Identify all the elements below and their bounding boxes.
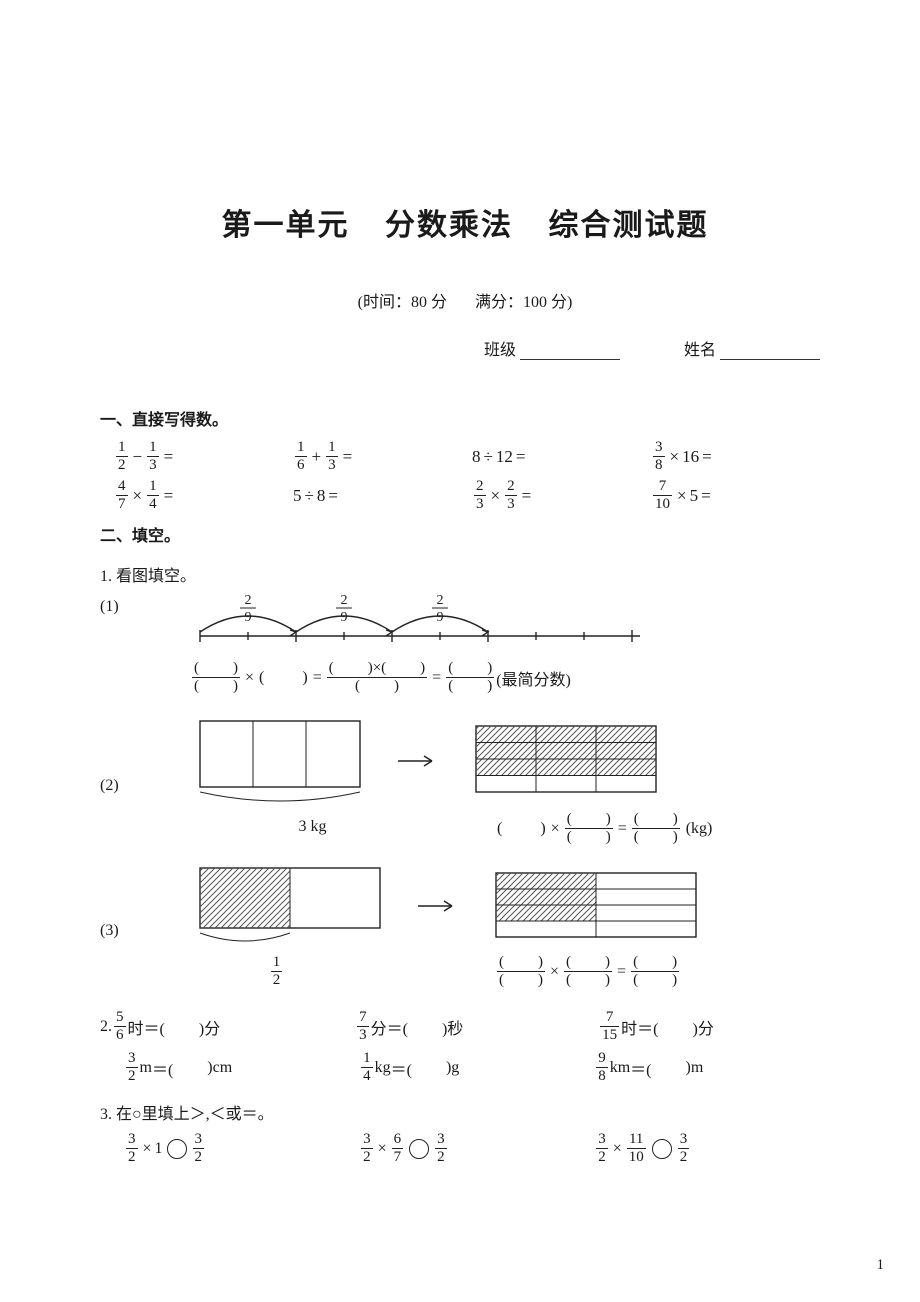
class-label: 班级 xyxy=(484,342,516,359)
compare-circle[interactable] xyxy=(409,1139,429,1159)
calc-1b: 16 + 13 = xyxy=(293,440,472,473)
arrow-icon xyxy=(416,896,460,916)
q2-row1: 2. 56 时＝()分 73 分＝()秒 715 时＝()分 xyxy=(100,1010,830,1043)
svg-text:9: 9 xyxy=(437,610,444,625)
calc-2c: 23 × 23 = xyxy=(472,479,651,512)
arrow-icon xyxy=(396,751,440,771)
title-part-3: 综合测试题 xyxy=(549,209,709,242)
fig2-left xyxy=(190,716,370,806)
number-line-figure: 2 9 2 9 2 9 xyxy=(190,592,650,650)
title-part-2: 分数乘法 xyxy=(385,209,513,242)
class-blank[interactable] xyxy=(520,343,620,360)
compare-circle[interactable] xyxy=(167,1139,187,1159)
calc-1c: 8÷12= xyxy=(472,440,651,473)
q3-title: 3. 在○里填上＞,＜或＝。 xyxy=(100,1100,830,1124)
q2-title: 2. xyxy=(100,1018,112,1036)
fig3-half: 12 xyxy=(190,955,435,988)
q3-c: 32 × 1110 32 xyxy=(594,1132,829,1165)
fig3-left xyxy=(190,863,390,949)
name-label: 姓名 xyxy=(684,342,716,359)
q1-p1-label: (1) xyxy=(100,598,190,616)
fig3-right xyxy=(486,868,706,944)
q1-p2-label: (2) xyxy=(100,777,190,795)
calc-row-2: 47 × 14 = 5÷8= 23 × 23 = 710 × 5= xyxy=(114,479,830,512)
q1-title: 1. 看图填空。 xyxy=(100,562,830,586)
calc-2d: 710 × 5= xyxy=(651,479,830,512)
q1-p1-equation: ()() ×() = ()×()() = ()() (最简分数) xyxy=(190,661,650,694)
calc-1a: 12 − 13 = xyxy=(114,440,293,473)
q1-p3-equation: ()() × ()() = ()() xyxy=(495,955,681,988)
svg-text:9: 9 xyxy=(341,610,348,625)
q3-a: 32 ×1 32 xyxy=(124,1132,359,1165)
svg-text:2: 2 xyxy=(341,593,348,608)
section-1-heading: 一、直接写得数。 xyxy=(100,406,830,430)
q1-p3-label: (3) xyxy=(100,922,190,940)
svg-text:2: 2 xyxy=(437,593,444,608)
name-blank[interactable] xyxy=(720,343,820,360)
q1-p2-equation: ()× ()() = ()() (kg) xyxy=(495,812,712,845)
calc-1d: 38 × 16= xyxy=(651,440,830,473)
q3-b: 32 × 67 32 xyxy=(359,1132,594,1165)
fig2-weight: 3 kg xyxy=(190,818,435,836)
svg-text:2: 2 xyxy=(245,593,252,608)
student-fields: 班级 姓名 xyxy=(100,336,830,360)
calc-2a: 47 × 14 = xyxy=(114,479,293,512)
calc-row-1: 12 − 13 = 16 + 13 = 8÷12= 38 × 16= xyxy=(114,440,830,473)
page-title: 第一单元 分数乘法 综合测试题 xyxy=(100,200,830,244)
svg-text:9: 9 xyxy=(245,610,252,625)
subtitle: (时间：80 分满分：100 分) xyxy=(100,288,830,312)
q2-row2: 32 m＝()cm 14 kg＝()g 98 km＝()m xyxy=(124,1051,830,1084)
compare-circle[interactable] xyxy=(652,1139,672,1159)
fig2-right xyxy=(466,721,666,801)
calc-2b: 5÷8= xyxy=(293,479,472,512)
title-part-1: 第一单元 xyxy=(222,209,350,242)
section-2-heading: 二、填空。 xyxy=(100,522,830,546)
page-number: 1 xyxy=(877,1257,885,1274)
q3-row: 32 ×1 32 32 × 67 32 32 × 1110 32 xyxy=(124,1132,830,1165)
